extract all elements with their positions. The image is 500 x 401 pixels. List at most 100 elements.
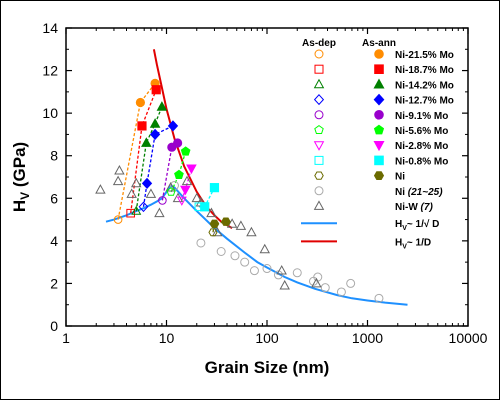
- y-tick-label-7: 14: [42, 20, 58, 36]
- niw-ref-point-17: [259, 243, 271, 254]
- series-guide-5: [170, 151, 187, 193]
- series-3-as-ann-point-1: [149, 128, 161, 141]
- legend-label-1: Ni-18.7% Mo: [395, 65, 454, 76]
- series-7-as-ann-point-1: [209, 183, 220, 193]
- y-tick-label-5: 10: [42, 105, 58, 121]
- ni-ref-point-11: [320, 283, 330, 293]
- series-1-as-dep-point: [126, 208, 135, 218]
- x-axis-label: Grain Size (nm): [205, 358, 330, 377]
- x-tick-label-0: 1: [62, 330, 70, 346]
- x-tick-label-4: 10000: [449, 330, 488, 346]
- series-5-as-ann-point-1: [180, 146, 191, 156]
- legend-as-ann-marker-6: [373, 141, 385, 152]
- niw-ref-point-7: [165, 182, 176, 192]
- legend-label-niw-ref: Ni-W (7): [395, 202, 433, 213]
- legend-label-3: Ni-12.7% Mo: [395, 96, 454, 107]
- series-1-as-ann-point-1: [151, 85, 161, 95]
- x-tick-label-3: 1000: [352, 330, 383, 346]
- legend-label-5: Ni-5.6% Mo: [395, 126, 448, 137]
- series-6-as-dep-point: [176, 196, 187, 206]
- series-guide-3: [142, 125, 174, 207]
- legend-label-0: Ni-21.5% Mo: [395, 50, 454, 61]
- series-4-as-ann-point-1: [173, 138, 183, 148]
- niw-ref-point-15: [235, 220, 247, 230]
- series-0-as-dep-point: [113, 215, 123, 224]
- niw-ref-point-16: [246, 226, 257, 237]
- niw-ref-point-2: [114, 164, 125, 175]
- legend-header-as-ann: As-ann: [362, 38, 396, 49]
- y-tick-label-3: 6: [50, 190, 58, 206]
- niw-ref-point-18: [276, 265, 287, 275]
- ni-ref-point-10: [313, 272, 323, 282]
- ni-ref-point-8: [292, 268, 302, 278]
- ni-ref-point-6: [262, 264, 272, 274]
- legend-as-ann-marker-1: [374, 64, 384, 74]
- series-3-as-dep-point: [138, 201, 149, 213]
- niw-ref-point-1: [112, 175, 124, 186]
- legend-as-dep-marker-1: [314, 64, 324, 74]
- niw-ref-point-9: [181, 175, 193, 186]
- ni-ref-point-4: [240, 257, 250, 267]
- niw-ref-point-13: [212, 226, 223, 237]
- niw-ref-point-14: [226, 218, 238, 228]
- niw-ref-point-3: [126, 188, 137, 198]
- y-tick-label-2: 4: [50, 233, 58, 249]
- series-guide-4: [161, 142, 178, 201]
- y-tick-label-1: 2: [50, 275, 58, 291]
- legend-as-ann-marker-8: [373, 171, 385, 181]
- legend-as-dep-marker-7: [314, 155, 324, 165]
- series-2-as-dep-point: [131, 205, 142, 215]
- niw-ref-point-12: [206, 207, 217, 218]
- legend-as-ann-marker-3: [373, 93, 385, 106]
- series-guide-0: [117, 82, 156, 220]
- legend-as-ann-marker-5: [373, 124, 385, 135]
- ni-ref-point-3: [230, 251, 240, 261]
- legend-as-dep-marker-0: [314, 49, 324, 59]
- series-6-as-ann-point-0: [180, 185, 191, 196]
- series-7-as-ann-point-0: [200, 202, 210, 212]
- legend-label-7: Ni-0.8% Mo: [395, 156, 448, 167]
- ni-ref-point-2: [216, 247, 226, 256]
- series-6-as-ann-point-1: [186, 164, 197, 175]
- niw-ref-point-6: [154, 207, 165, 218]
- x-tick-label-2: 100: [255, 330, 279, 346]
- x-tick-label-1: 10: [159, 330, 175, 346]
- legend-ni-ref-marker: [314, 186, 324, 196]
- series-8-as-ann-point-0: [209, 219, 220, 229]
- series-2-as-ann-point-1: [149, 118, 161, 128]
- legend-as-ann-marker-0: [374, 49, 384, 59]
- series-8-as-ann-point-1: [221, 217, 231, 226]
- legend-as-ann-marker-4: [374, 110, 384, 120]
- series-1-as-ann-point-0: [137, 121, 147, 131]
- series-2-as-ann-point-0: [141, 137, 152, 147]
- legend-as-dep-marker-3: [313, 94, 325, 106]
- niw-ref-point-5: [145, 188, 157, 198]
- series-3-as-ann-point-2: [167, 120, 179, 132]
- legend-label-8: Ni: [395, 172, 405, 183]
- niw-ref-point-20: [311, 277, 322, 288]
- legend-label-6: Ni-2.8% Mo: [395, 141, 448, 152]
- legend-as-dep-marker-5: [314, 124, 324, 135]
- series-8-as-dep-point: [208, 228, 218, 237]
- series-5-as-dep-point: [166, 187, 176, 196]
- ni-ref-point-5: [249, 266, 259, 276]
- y-tick-label-4: 8: [50, 148, 58, 164]
- legend-header-as-dep: As-dep: [302, 38, 336, 49]
- fit-curve-inverse-sqrt: [105, 184, 408, 306]
- legend-label-fit-0: HV~ 1/√ D: [395, 219, 439, 232]
- legend-as-dep-marker-4: [314, 110, 324, 120]
- ni-ref-point-12: [336, 287, 346, 297]
- legend-niw-ref-marker: [313, 200, 325, 210]
- series-4-as-dep-point: [158, 196, 167, 205]
- ni-ref-point-13: [346, 278, 356, 288]
- legend-as-ann-marker-7: [374, 155, 384, 166]
- niw-ref-point-8: [172, 192, 184, 203]
- legend-as-dep-marker-8: [314, 171, 324, 180]
- niw-ref-point-10: [191, 192, 202, 203]
- ni-ref-point-1: [196, 238, 206, 248]
- y-tick-label-0: 0: [50, 318, 58, 334]
- series-5-as-ann-point-0: [174, 169, 184, 180]
- fit-curve-inverse: [152, 49, 233, 229]
